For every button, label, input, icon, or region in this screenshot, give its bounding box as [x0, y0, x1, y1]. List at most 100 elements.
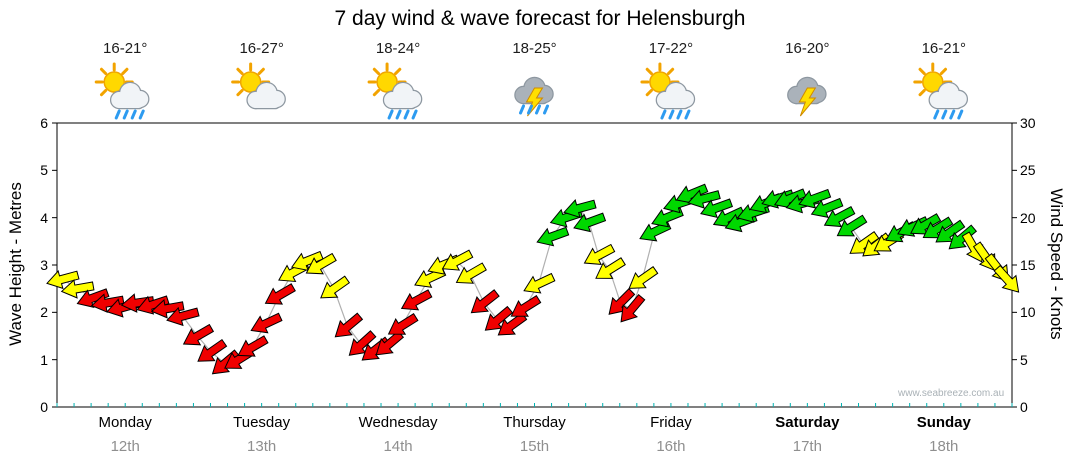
wind-arrow [935, 219, 966, 243]
wave-height-tick-label: 6 [40, 115, 48, 131]
day-name-label: Friday [650, 414, 692, 431]
wind-arrow [264, 283, 296, 305]
wind-arrow [334, 312, 364, 338]
wind-arrow [348, 330, 377, 356]
wind-arrow [76, 288, 110, 308]
wind-arrow [136, 295, 170, 315]
wave-height-tick-label: 1 [40, 351, 48, 368]
rain-drops-icon [387, 109, 418, 120]
cloud-icon [928, 81, 969, 120]
day-date-label: 13th [247, 438, 277, 455]
wind-arrow [455, 262, 487, 284]
wind-arrow [400, 289, 433, 311]
wind-speed-tick-label: 25 [1020, 162, 1036, 179]
lightning-bolt-icon [798, 87, 817, 117]
wind-arrow [993, 264, 1020, 293]
weather-icon-sun-cloud-rain [913, 62, 969, 120]
wind-arrow [441, 249, 474, 271]
wind-arrow [620, 293, 646, 323]
wind-arrow [823, 205, 856, 228]
wave-height-tick-label: 2 [40, 304, 48, 321]
wind-arrow [798, 188, 832, 209]
temperature-label: 18-24° [375, 40, 421, 57]
wind-arrow [387, 313, 419, 335]
wind-arrows-series [46, 183, 1020, 375]
wind-arrow [60, 279, 95, 299]
wind-arrow [910, 213, 942, 235]
temperature-label: 16-21° [103, 40, 148, 57]
axis-tick-marks [52, 122, 1017, 408]
day-date-label: 14th [383, 438, 413, 455]
wind-speed-tick-label: 0 [1020, 399, 1028, 415]
temperature-label: 16-27° [239, 40, 284, 57]
temperature-label: 17-22° [648, 40, 694, 57]
watermark: www.seabreeze.com.au [898, 388, 1005, 399]
wind-arrow [836, 214, 868, 237]
temperature-label: 16-20° [785, 40, 830, 57]
day-date-label: 17th [792, 438, 822, 455]
weather-icon-sun-cloud-rain [367, 62, 423, 120]
weather-icon-storm-rain [514, 76, 554, 117]
day-name-label: Thursday [503, 414, 566, 431]
wind-arrow [166, 306, 200, 327]
wind-arrow [470, 289, 500, 314]
day-date-label: 16th [656, 438, 686, 455]
wind-arrow [583, 243, 616, 265]
y-axis-label-wave-height: Wave Height - Metres [6, 182, 25, 346]
y-axis-label-wind-speed: Wind Speed - Knots [1047, 188, 1066, 340]
wind-arrow [687, 189, 721, 209]
chart-plot-area [56, 122, 1013, 408]
wind-arrow [595, 257, 626, 279]
wave-height-tick-label: 5 [40, 162, 48, 179]
weather-icon-sun-cloud [231, 62, 286, 110]
wind-arrow [182, 323, 215, 346]
cloud-icon [109, 81, 150, 120]
day-name-label: Wednesday [358, 414, 438, 431]
wind-arrow [536, 226, 570, 247]
weather-icon-sun-cloud-rain [94, 62, 150, 120]
rain-drops-icon [114, 109, 145, 120]
weather-icon-sun-cloud-rain [640, 62, 696, 120]
wind-arrow [712, 206, 746, 228]
day-name-label: Monday [98, 414, 152, 431]
wave-height-tick-label: 4 [40, 209, 48, 226]
wind-speed-tick-label: 30 [1020, 115, 1036, 131]
day-name-label: Sunday [916, 414, 971, 431]
weather-icon-storm [787, 76, 827, 117]
wind-arrow [197, 338, 228, 362]
temperature-label: 16-21° [921, 40, 966, 57]
day-date-label: 18th [929, 438, 959, 455]
wind-arrow [700, 198, 733, 219]
wind-arrow [237, 335, 269, 357]
wind-arrow [510, 295, 542, 317]
cloud-icon [655, 81, 696, 120]
wind-speed-tick-label: 5 [1020, 351, 1028, 368]
wave-height-tick-label: 0 [40, 399, 48, 415]
wind-arrow [150, 299, 185, 319]
cloud-icon [514, 76, 554, 117]
wind-arrow [810, 197, 844, 218]
temperature-label: 18-25° [512, 40, 557, 57]
wind-arrow [305, 252, 337, 275]
wind-speed-tick-label: 15 [1020, 257, 1036, 273]
wind-speed-tick-label: 10 [1020, 304, 1036, 321]
cloud-icon [246, 81, 286, 110]
wind-speed-tick-label: 20 [1020, 209, 1036, 226]
day-name-label: Tuesday [233, 414, 291, 431]
wind-arrow [290, 250, 324, 271]
wind-arrow [523, 272, 556, 294]
wind-arrow [628, 266, 659, 289]
wind-arrow [922, 216, 954, 239]
wave-height-tick-label: 3 [40, 257, 48, 273]
rain-drops-icon [660, 109, 691, 120]
wind-arrow [849, 231, 880, 254]
day-name-label: Saturday [775, 414, 840, 431]
wind-arrow [90, 293, 125, 313]
cloud-icon [382, 81, 423, 120]
cloud-icon [787, 76, 827, 117]
day-date-label: 15th [519, 438, 550, 455]
wind-arrow [46, 270, 80, 290]
wind-arrow [573, 212, 607, 233]
